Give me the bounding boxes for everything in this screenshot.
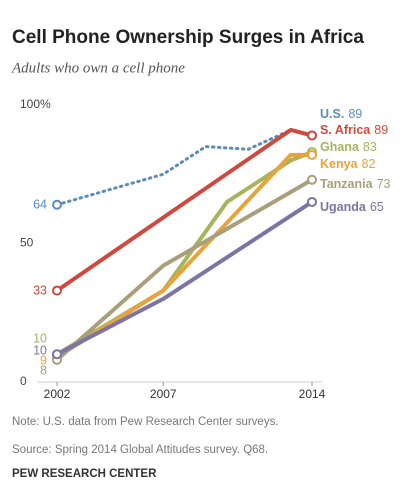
point-marker [307,196,317,207]
end-label: Kenya 82 [320,157,375,171]
point-marker [52,199,62,210]
start-value-label: 9 [40,353,47,367]
point-marker [307,130,317,141]
end-value-label: 65 [370,200,384,214]
point-marker [307,149,317,160]
note: Note: U.S. data from Pew Research Center… [12,416,279,428]
credit: PEW RESEARCH CENTER [12,468,157,480]
start-value-label: 10 [33,343,47,357]
end-value-label: 89 [348,107,362,121]
point-marker [307,174,317,185]
x-tick-label: 2007 [150,387,177,401]
start-value-label: 10 [33,331,47,345]
y-tick-label: 100% [20,97,51,111]
series-line [55,152,314,360]
series-name: Tanzania [320,177,374,191]
series-line [55,199,314,357]
start-value-label: 8 [40,363,47,377]
series-name: Kenya [320,157,359,171]
start-value-label: 33 [33,283,47,297]
series-line [55,177,314,362]
end-label: Tanzania 73 [320,177,391,191]
x-tick-label: 2002 [44,387,71,401]
end-label: U.S. 89 [320,107,362,121]
end-label: S. Africa 89 [320,123,388,137]
series-name: Uganda [320,200,367,214]
end-value-label: 89 [374,123,388,137]
series-name: U.S. [320,107,344,121]
series-line [55,127,314,293]
point-marker [52,349,62,360]
point-marker [52,285,62,296]
source: Source: Spring 2014 Global Attitudes sur… [12,444,268,456]
end-value-label: 83 [363,140,377,154]
end-label: Uganda 65 [320,200,384,214]
chart-subtitle: Adults who own a cell phone [11,60,185,76]
chart-title: Cell Phone Ownership Surges in Africa [12,27,364,48]
series-name: S. Africa [320,123,371,137]
x-tick-label: 2014 [299,387,326,401]
end-value-label: 73 [377,177,391,191]
end-value-label: 82 [362,157,376,171]
start-value-label: 64 [33,197,47,211]
series-name: Ghana [320,140,360,154]
end-label: Ghana 83 [320,140,377,154]
y-tick-label: 50 [20,236,34,250]
y-tick-label: 0 [20,374,27,388]
